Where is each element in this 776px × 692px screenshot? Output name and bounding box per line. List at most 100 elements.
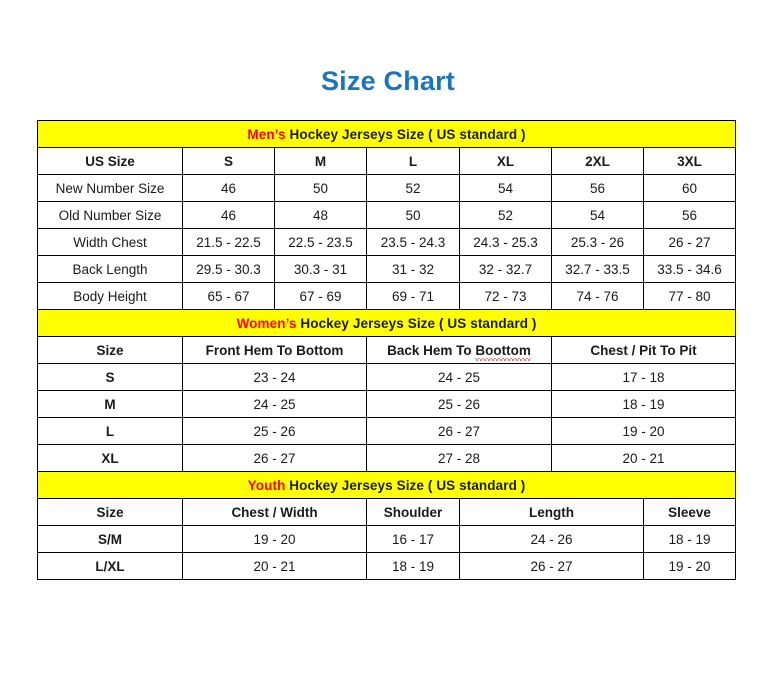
mens-row-3-val-5: 33.5 - 34.6: [642, 255, 737, 283]
youth-header-row: Size Chest / Width Shoulder Length Sleev…: [37, 498, 737, 526]
mens-row-1-val-4: 54: [551, 201, 644, 229]
table-row: XL 26 - 27 27 - 28 20 - 21: [37, 444, 737, 472]
womens-row-2-val-0: 25 - 26: [182, 417, 367, 445]
mens-banner-accent: Men’s: [247, 126, 286, 142]
womens-row-1-val-1: 25 - 26: [366, 390, 552, 418]
mens-banner-row: Men’s Hockey Jerseys Size ( US standard …: [36, 120, 737, 148]
youth-row-0-val-1: 16 - 17: [366, 525, 460, 553]
youth-col-3: Length: [459, 498, 644, 526]
youth-banner-rest: Hockey Jerseys Size ( US standard ): [285, 477, 526, 493]
womens-row-2-label: L: [37, 417, 183, 445]
mens-col-3: L: [366, 147, 460, 175]
youth-banner-accent: Youth: [247, 477, 286, 493]
womens-section-banner: Women’s Hockey Jerseys Size ( US standar…: [36, 309, 737, 337]
womens-row-3-val-1: 27 - 28: [366, 444, 552, 472]
mens-row-4-val-1: 67 - 69: [274, 282, 367, 310]
youth-row-0-val-2: 24 - 26: [459, 525, 644, 553]
youth-col-1: Chest / Width: [182, 498, 367, 526]
size-chart-table: Men’s Hockey Jerseys Size ( US standard …: [36, 120, 737, 580]
mens-row-0-val-0: 46: [182, 174, 275, 202]
page-title: Size Chart: [320, 66, 456, 96]
mens-banner-rest: Hockey Jerseys Size ( US standard ): [285, 126, 526, 142]
table-row: New Number Size 46 50 52 54 56 60: [37, 174, 737, 202]
mens-row-2-val-3: 24.3 - 25.3: [459, 228, 552, 256]
womens-col-2-prefix: Back Hem To: [387, 342, 476, 358]
mens-section-banner: Men’s Hockey Jerseys Size ( US standard …: [36, 120, 737, 148]
mens-row-3-val-1: 30.3 - 31: [274, 255, 367, 283]
mens-row-0-val-5: 60: [642, 174, 737, 202]
womens-row-3-val-0: 26 - 27: [182, 444, 367, 472]
youth-row-1-label: L/XL: [37, 552, 183, 580]
womens-row-1-label: M: [37, 390, 183, 418]
womens-row-0-label: S: [37, 363, 183, 391]
youth-section-banner: Youth Hockey Jerseys Size ( US standard …: [36, 471, 737, 499]
youth-banner-row: Youth Hockey Jerseys Size ( US standard …: [36, 471, 737, 499]
youth-row-1-val-0: 20 - 21: [182, 552, 367, 580]
mens-row-1-val-0: 46: [182, 201, 275, 229]
womens-col-2-misspelled-word: Boottom: [475, 342, 532, 361]
mens-row-3-val-0: 29.5 - 30.3: [182, 255, 275, 283]
womens-header-row: Size Front Hem To Bottom Back Hem To Boo…: [37, 336, 737, 364]
table-row: L/XL 20 - 21 18 - 19 26 - 27 19 - 20: [37, 552, 737, 580]
womens-row-0-val-0: 23 - 24: [182, 363, 367, 391]
mens-row-0-val-4: 56: [551, 174, 644, 202]
table-row: M 24 - 25 25 - 26 18 - 19: [37, 390, 737, 418]
womens-row-2-val-1: 26 - 27: [366, 417, 552, 445]
mens-row-3-val-2: 31 - 32: [366, 255, 460, 283]
youth-row-0-val-0: 19 - 20: [182, 525, 367, 553]
mens-row-1-val-2: 50: [366, 201, 460, 229]
womens-col-3: Chest / Pit To Pit: [550, 336, 737, 364]
mens-header-row: US Size S M L XL 2XL 3XL: [37, 147, 737, 175]
mens-row-2-val-4: 25.3 - 26: [551, 228, 644, 256]
mens-col-4: XL: [459, 147, 552, 175]
mens-row-3-val-4: 32.7 - 33.5: [551, 255, 644, 283]
mens-row-4-val-5: 77 - 80: [642, 282, 737, 310]
size-chart: Men’s Hockey Jerseys Size ( US standard …: [36, 120, 737, 580]
youth-row-0-val-3: 18 - 19: [642, 525, 737, 553]
mens-row-4-label: Body Height: [37, 282, 183, 310]
youth-row-1-val-2: 26 - 27: [459, 552, 644, 580]
mens-row-0-label: New Number Size: [37, 174, 183, 202]
mens-col-5: 2XL: [551, 147, 644, 175]
mens-row-0-val-3: 54: [459, 174, 552, 202]
womens-row-0-val-1: 24 - 25: [366, 363, 552, 391]
mens-col-1: S: [182, 147, 275, 175]
mens-row-2-label: Width Chest: [37, 228, 183, 256]
mens-row-1-val-3: 52: [459, 201, 552, 229]
table-row: Old Number Size 46 48 50 52 54 56: [37, 201, 737, 229]
womens-col-2: Back Hem To Boottom: [366, 336, 552, 364]
mens-row-1-val-5: 56: [642, 201, 737, 229]
mens-row-4-val-3: 72 - 73: [459, 282, 552, 310]
womens-col-0: Size: [37, 336, 183, 364]
mens-row-4-val-2: 69 - 71: [366, 282, 460, 310]
youth-col-0: Size: [37, 498, 183, 526]
youth-col-2: Shoulder: [366, 498, 460, 526]
womens-banner-accent: Women’s: [236, 315, 297, 331]
mens-row-2-val-0: 21.5 - 22.5: [182, 228, 275, 256]
table-row: S 23 - 24 24 - 25 17 - 18: [37, 363, 737, 391]
womens-row-0-val-2: 17 - 18: [550, 363, 737, 391]
mens-row-0-val-1: 50: [274, 174, 367, 202]
table-row: Body Height 65 - 67 67 - 69 69 - 71 72 -…: [37, 282, 737, 310]
womens-row-3-label: XL: [37, 444, 183, 472]
mens-row-2-val-1: 22.5 - 23.5: [274, 228, 367, 256]
youth-row-0-label: S/M: [37, 525, 183, 553]
youth-row-1-val-1: 18 - 19: [366, 552, 460, 580]
table-row: Width Chest 21.5 - 22.5 22.5 - 23.5 23.5…: [37, 228, 737, 256]
mens-row-4-val-0: 65 - 67: [182, 282, 275, 310]
womens-row-1-val-2: 18 - 19: [550, 390, 737, 418]
womens-row-3-val-2: 20 - 21: [550, 444, 737, 472]
mens-col-0: US Size: [37, 147, 183, 175]
womens-banner-rest: Hockey Jerseys Size ( US standard ): [296, 315, 537, 331]
mens-row-0-val-2: 52: [366, 174, 460, 202]
womens-row-2-val-2: 19 - 20: [550, 417, 737, 445]
mens-row-3-label: Back Length: [37, 255, 183, 283]
mens-row-1-label: Old Number Size: [37, 201, 183, 229]
table-row: Back Length 29.5 - 30.3 30.3 - 31 31 - 3…: [37, 255, 737, 283]
youth-row-1-val-3: 19 - 20: [642, 552, 737, 580]
mens-row-2-val-5: 26 - 27: [642, 228, 737, 256]
mens-row-2-val-2: 23.5 - 24.3: [366, 228, 460, 256]
womens-row-1-val-0: 24 - 25: [182, 390, 367, 418]
mens-row-1-val-1: 48: [274, 201, 367, 229]
mens-col-2: M: [274, 147, 367, 175]
